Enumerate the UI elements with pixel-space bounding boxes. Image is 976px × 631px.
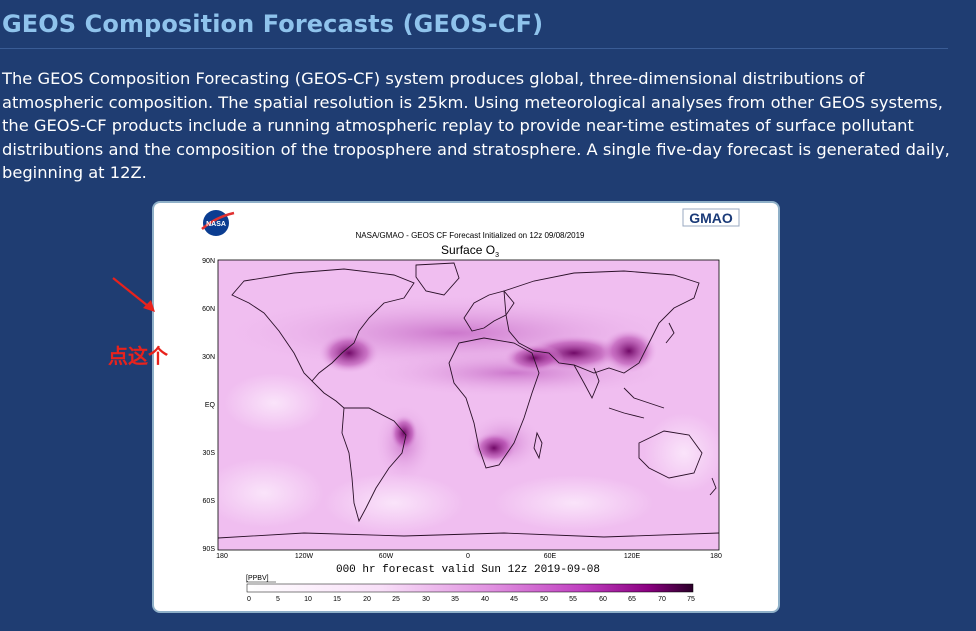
colorbar-tick: 45 xyxy=(510,596,518,603)
lon-tick: 60W xyxy=(379,553,394,560)
colorbar-tick: 30 xyxy=(422,596,430,603)
lat-tick: 90N xyxy=(202,258,215,265)
ozone-map xyxy=(217,259,720,551)
forecast-valid-text: 000 hr forecast valid Sun 12z 2019-09-08 xyxy=(336,564,600,576)
lon-tick: 180 xyxy=(216,553,228,560)
page-description: The GEOS Composition Forecasting (GEOS-C… xyxy=(2,69,950,182)
colorbar-tick: 55 xyxy=(569,596,577,603)
figure-subtitle: Surface O3 xyxy=(441,243,499,259)
page-title: GEOS Composition Forecasts (GEOS-CF) xyxy=(2,10,544,38)
colorbar-tick: 15 xyxy=(333,596,341,603)
forecast-map-figure[interactable]: NASA GMAO NASA/GMAO - GEOS CF Forecast I… xyxy=(154,203,778,611)
lon-tick: 60E xyxy=(544,553,557,560)
red-arrow-icon xyxy=(112,277,155,312)
lat-tick: EQ xyxy=(205,402,216,409)
lon-tick: 120W xyxy=(295,553,314,560)
colorbar-tick: 50 xyxy=(540,596,548,603)
colorbar-tick: 70 xyxy=(658,596,666,603)
lat-tick: 90S xyxy=(203,546,216,553)
colorbar-tick: 10 xyxy=(304,596,312,603)
colorbar: [PPBV] 0 5 10 15 20 25 30 35 40 45 50 55… xyxy=(246,575,695,603)
colorbar-tick: 35 xyxy=(451,596,459,603)
annotation-label: 点这个 xyxy=(108,344,168,368)
lat-tick: 60N xyxy=(202,306,215,313)
colorbar-tick: 5 xyxy=(276,596,280,603)
latitude-axis: 90N 60N 30N EQ 30S 60S 90S xyxy=(202,258,215,553)
colorbar-unit: [PPBV] xyxy=(246,575,269,582)
lon-tick: 120E xyxy=(624,553,641,560)
colorbar-tick: 25 xyxy=(392,596,400,603)
lat-tick: 60S xyxy=(203,498,216,505)
colorbar-tick: 0 xyxy=(247,596,251,603)
gmao-logo: GMAO xyxy=(682,208,740,227)
lat-tick: 30S xyxy=(203,450,216,457)
title-divider xyxy=(0,48,948,49)
lon-tick: 0 xyxy=(466,553,470,560)
colorbar-tick: 75 xyxy=(687,596,695,603)
forecast-image-card[interactable]: NASA GMAO NASA/GMAO - GEOS CF Forecast I… xyxy=(152,201,780,613)
svg-text:GMAO: GMAO xyxy=(689,210,733,226)
lat-tick: 30N xyxy=(202,354,215,361)
colorbar-tick: 20 xyxy=(363,596,371,603)
nasa-logo: NASA xyxy=(201,210,235,236)
colorbar-tick: 40 xyxy=(481,596,489,603)
colorbar-tick: 60 xyxy=(599,596,607,603)
figure-header: NASA/GMAO - GEOS CF Forecast Initialized… xyxy=(356,231,586,240)
lon-tick: 180 xyxy=(710,553,722,560)
svg-text:NASA: NASA xyxy=(206,221,226,228)
longitude-axis: 180 120W 60W 0 60E 120E 180 xyxy=(216,553,722,560)
colorbar-tick: 65 xyxy=(628,596,636,603)
